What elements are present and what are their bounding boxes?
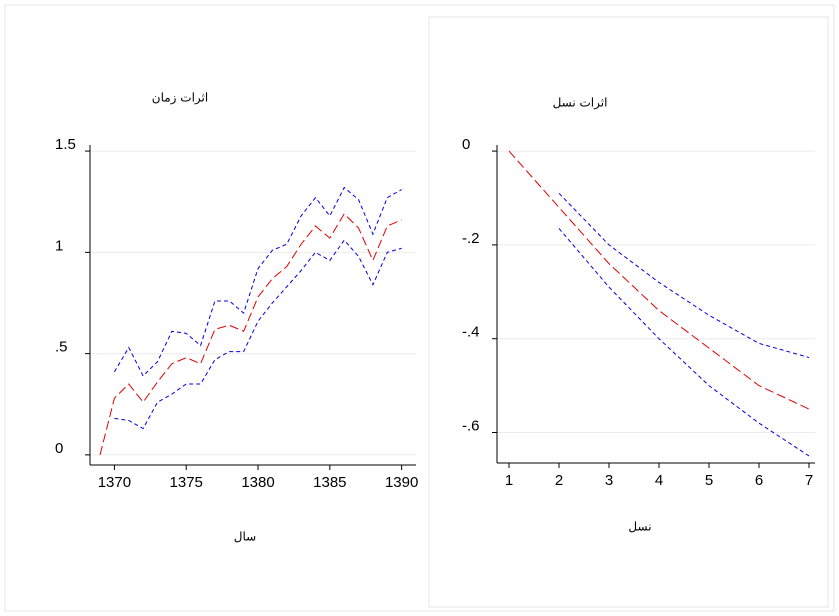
x-axis-label: سال [234,530,256,544]
series-line [558,228,810,457]
x-axis-label: نسل [628,520,651,534]
x-tick-label: 1385 [313,474,346,491]
y-tick-label: 0 [55,440,63,457]
series-line [114,239,402,430]
y-tick-label: 1 [55,237,63,254]
outer-frame [4,4,835,612]
right-panel [428,16,829,608]
x-tick-label: 5 [705,472,713,489]
x-tick-label: 2 [555,472,563,489]
x-tick-label: 4 [655,472,663,489]
y-tick-label: -.4 [462,324,480,341]
chart-title: اثرات نسل [553,96,608,110]
series-line [99,213,402,455]
y-tick-label: 1.5 [55,136,76,153]
x-tick-label: 3 [605,472,613,489]
series-line [508,150,810,410]
y-tick-label: .5 [55,339,68,356]
series-line [113,186,402,377]
y-tick-label: -.2 [462,230,480,247]
x-tick-label: 1370 [98,474,131,491]
x-tick-label: 7 [805,472,813,489]
y-tick-label: -.6 [462,417,480,434]
y-tick-label: 0 [462,136,470,153]
chart-title: اثرات زمان [152,91,208,105]
x-tick-label: 1390 [385,474,418,491]
x-tick-label: 1375 [170,474,203,491]
x-tick-label: 1380 [241,474,274,491]
x-tick-label: 1 [505,472,513,489]
x-tick-label: 6 [755,472,763,489]
series-line [558,192,810,358]
